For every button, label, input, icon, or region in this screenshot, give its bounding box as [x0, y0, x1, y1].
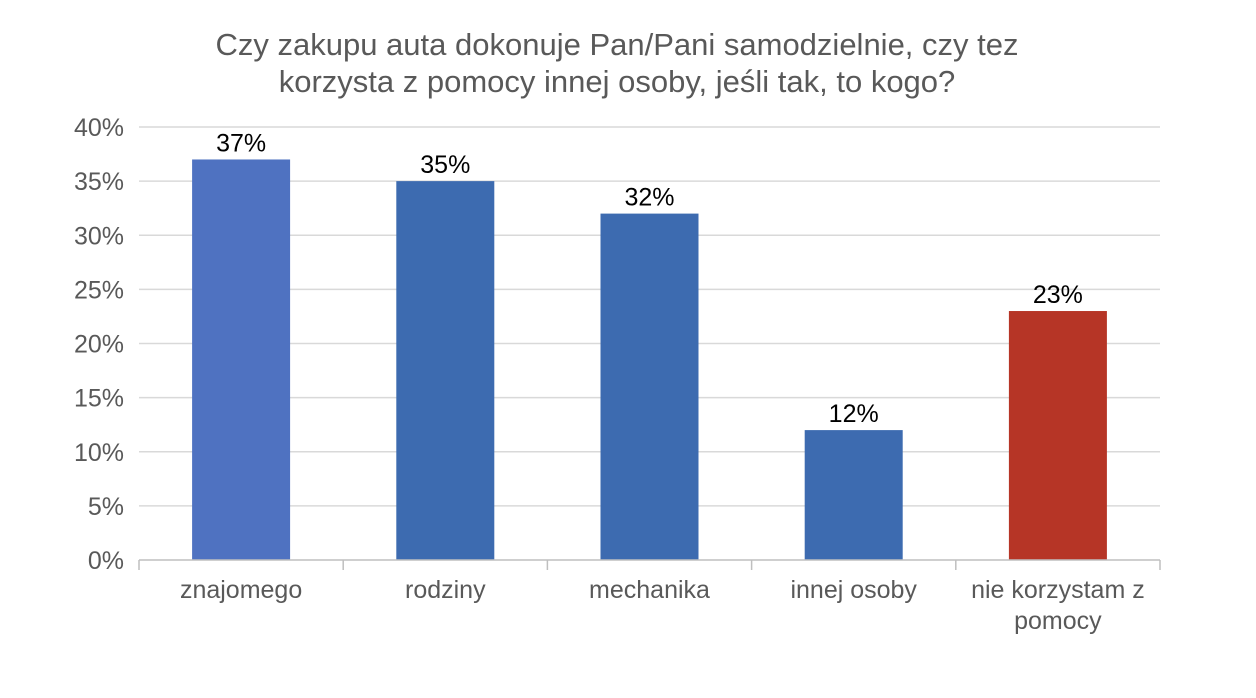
chart-title-line-2: korzysta z pomocy innej osoby, jeśli tak…	[279, 64, 956, 99]
x-category-label: innej osoby	[790, 576, 917, 604]
y-tick-label: 40%	[74, 114, 124, 142]
y-tick-label: 25%	[74, 276, 124, 304]
chart-title: Czy zakupu auta dokonuje Pan/Pani samodz…	[215, 27, 1018, 99]
bar	[396, 181, 495, 560]
bar	[804, 430, 903, 560]
x-category-label: znajomego	[180, 576, 302, 604]
bar	[600, 213, 699, 560]
data-label: 37%	[216, 129, 266, 157]
data-label: 12%	[829, 400, 879, 428]
x-axis: znajomego rodziny mechanika innej osoby nie …	[138, 559, 1161, 635]
y-tick-label: 35%	[74, 168, 124, 196]
chart-title-line-1: Czy zakupu auta dokonuje Pan/Pani samodz…	[215, 27, 1018, 62]
bar	[1008, 311, 1107, 560]
y-tick-label: 5%	[88, 493, 124, 521]
x-category-label: rodziny	[405, 576, 486, 604]
data-label: 35%	[420, 151, 470, 179]
x-category-label: nie korzystam z pomocy	[971, 576, 1145, 635]
data-label: 23%	[1033, 281, 1083, 309]
y-axis: 0% 5% 10% 15% 20% 25% 30% 35% 40%	[74, 114, 124, 575]
data-label: 32%	[624, 184, 674, 212]
bars: 37% 35% 32% 12% 23%	[192, 129, 1107, 560]
y-tick-label: 15%	[74, 385, 124, 413]
y-tick-label: 20%	[74, 331, 124, 359]
y-tick-label: 0%	[88, 547, 124, 575]
y-tick-label: 30%	[74, 222, 124, 250]
y-tick-label: 10%	[74, 439, 124, 467]
bar	[192, 159, 291, 560]
x-category-label: mechanika	[589, 576, 710, 604]
